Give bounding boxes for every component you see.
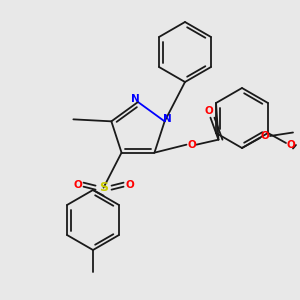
Text: O: O [125,180,134,190]
Text: O: O [187,140,196,150]
Text: O: O [204,106,213,116]
Text: O: O [286,140,296,150]
Text: S: S [99,181,108,194]
Text: N: N [163,114,172,124]
Text: O: O [261,131,269,141]
Text: N: N [130,94,140,104]
Text: O: O [73,180,82,190]
